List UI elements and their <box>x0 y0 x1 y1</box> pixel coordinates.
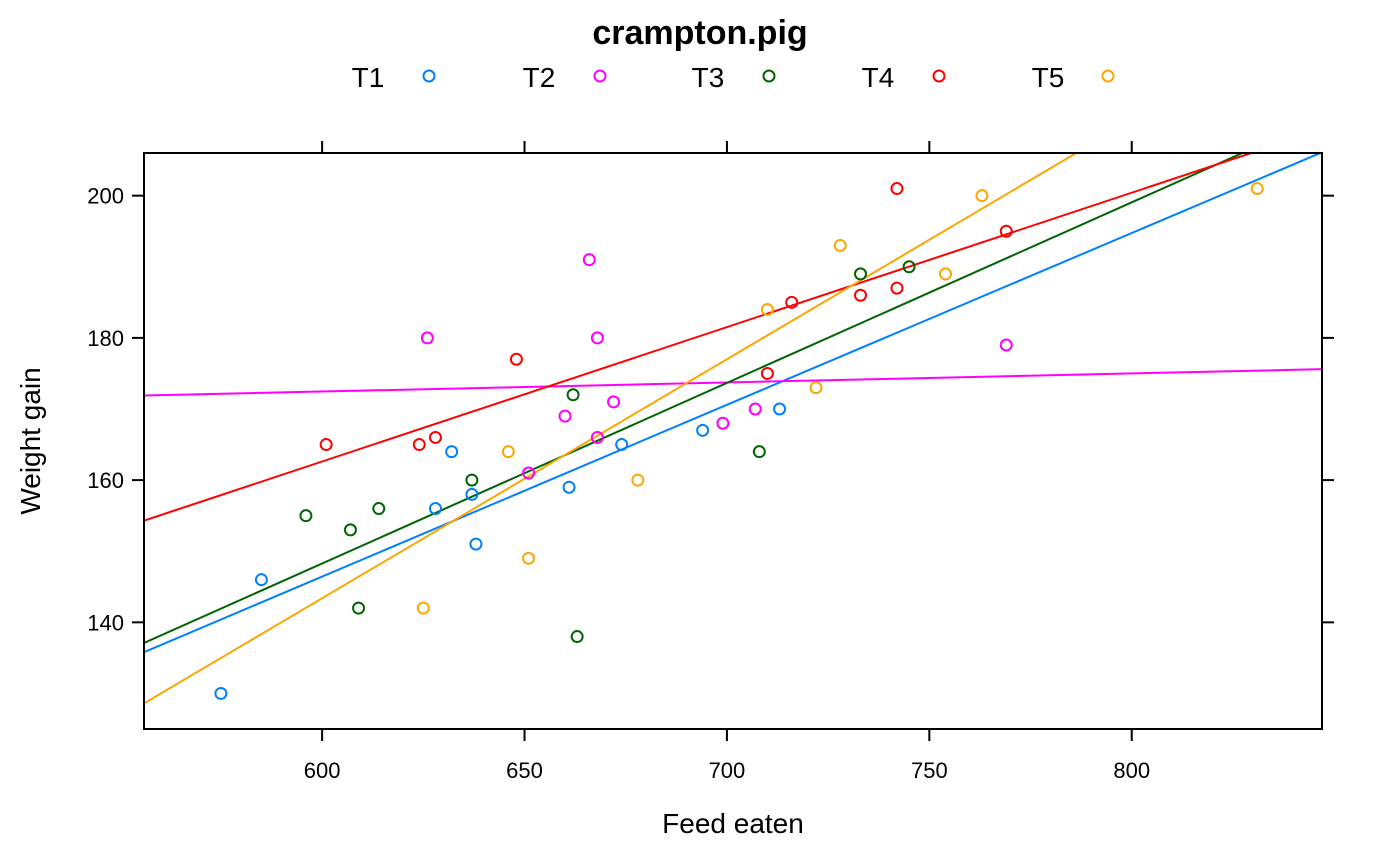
axes: 600 650 700 750 800 140 160 180 200 <box>87 141 1334 783</box>
fit-line-t2 <box>144 368 1322 397</box>
data-point-t4 <box>890 182 904 196</box>
data-point-t4 <box>509 352 523 366</box>
y-tick-label: 140 <box>87 610 124 635</box>
y-tick-label: 180 <box>87 326 124 351</box>
x-tick-label: 750 <box>911 758 948 783</box>
fit-line-t1 <box>144 153 1322 654</box>
legend-symbol-t2 <box>593 69 607 83</box>
legend: T1 T2 T3 T4 T5 <box>352 62 1115 93</box>
data-point-t4 <box>412 438 426 452</box>
data-point-t1 <box>469 537 483 551</box>
data-point-t5 <box>522 551 536 565</box>
legend-symbol-t3 <box>762 69 776 83</box>
data-point-t5 <box>833 238 847 252</box>
data-point-t3 <box>570 630 584 644</box>
fit-line-t5 <box>144 153 1079 705</box>
plot-frame <box>143 152 1323 730</box>
y-tick-label: 200 <box>87 184 124 209</box>
fit-lines <box>144 153 1322 705</box>
data-point-t3 <box>902 260 916 274</box>
data-point-t2 <box>582 253 596 267</box>
data-point-t5 <box>416 601 430 615</box>
data-point-t3 <box>343 523 357 537</box>
x-tick-label: 700 <box>709 758 746 783</box>
data-point-t5 <box>631 473 645 487</box>
x-tick-label: 650 <box>506 758 543 783</box>
data-point-t1 <box>254 573 268 587</box>
y-axis-title: Weight gain <box>15 367 46 514</box>
data-point-t2 <box>558 409 572 423</box>
data-point-t2 <box>420 331 434 345</box>
data-point-t1 <box>428 502 442 516</box>
data-point-t1 <box>445 445 459 459</box>
legend-label-t1: T1 <box>352 62 385 93</box>
data-point-t1 <box>562 480 576 494</box>
data-point-t3 <box>566 388 580 402</box>
data-point-t4 <box>760 366 774 380</box>
data-point-t5 <box>975 189 989 203</box>
data-point-t4 <box>428 430 442 444</box>
data-point-t3 <box>854 267 868 281</box>
data-point-t1 <box>773 402 787 416</box>
data-point-t1 <box>615 438 629 452</box>
data-point-t3 <box>372 502 386 516</box>
data-points <box>214 182 1264 700</box>
data-point-t3 <box>752 445 766 459</box>
data-point-t2 <box>590 331 604 345</box>
x-tick-label: 600 <box>304 758 341 783</box>
data-point-t1 <box>214 686 228 700</box>
data-point-t3 <box>352 601 366 615</box>
data-point-t2 <box>522 466 536 480</box>
legend-label-t3: T3 <box>692 62 725 93</box>
legend-symbol-t5 <box>1101 69 1115 83</box>
legend-symbol-t1 <box>422 69 436 83</box>
data-point-t3 <box>465 473 479 487</box>
data-point-t4 <box>999 224 1013 238</box>
data-point-t1 <box>465 487 479 501</box>
data-point-t2 <box>607 395 621 409</box>
data-point-t2 <box>999 338 1013 352</box>
x-tick-label: 800 <box>1113 758 1150 783</box>
data-point-t5 <box>1250 182 1264 196</box>
data-point-t2 <box>748 402 762 416</box>
data-point-t4 <box>890 281 904 295</box>
data-point-t5 <box>939 267 953 281</box>
data-point-t5 <box>760 302 774 316</box>
x-axis-title: Feed eaten <box>662 808 804 839</box>
legend-label-t5: T5 <box>1032 62 1065 93</box>
chart-title: crampton.pig <box>592 14 807 52</box>
data-point-t3 <box>299 509 313 523</box>
legend-label-t2: T2 <box>523 62 556 93</box>
data-point-t4 <box>319 438 333 452</box>
fit-line-t3 <box>144 153 1245 644</box>
data-point-t5 <box>809 381 823 395</box>
data-point-t4 <box>785 295 799 309</box>
data-point-t1 <box>696 423 710 437</box>
data-point-t5 <box>501 445 515 459</box>
legend-symbol-t4 <box>932 69 946 83</box>
y-tick-label: 160 <box>87 468 124 493</box>
data-point-t4 <box>854 288 868 302</box>
data-point-t2 <box>590 430 604 444</box>
fit-line-t4 <box>144 153 1255 522</box>
legend-label-t4: T4 <box>862 62 895 93</box>
data-point-t2 <box>716 416 730 430</box>
